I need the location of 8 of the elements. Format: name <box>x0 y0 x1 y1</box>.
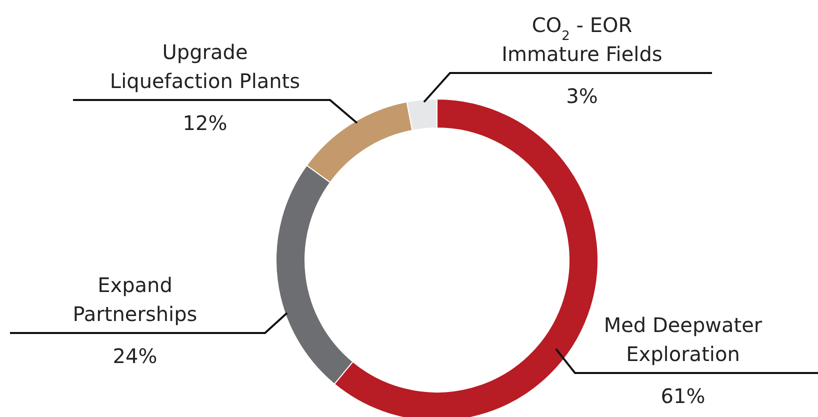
data-label: 61% <box>660 384 706 408</box>
data-label: 3% <box>566 84 598 108</box>
slice-label: Upgrade Liquefaction Plants <box>110 40 300 93</box>
slice-label: Med Deepwater Exploration <box>604 313 763 366</box>
data-label: 12% <box>182 111 228 135</box>
slice-label: CO$_{2}$ - EOR Immature Fields <box>502 13 662 66</box>
data-label: 24% <box>112 344 158 368</box>
slice-label: Expand Partnerships <box>72 273 198 326</box>
